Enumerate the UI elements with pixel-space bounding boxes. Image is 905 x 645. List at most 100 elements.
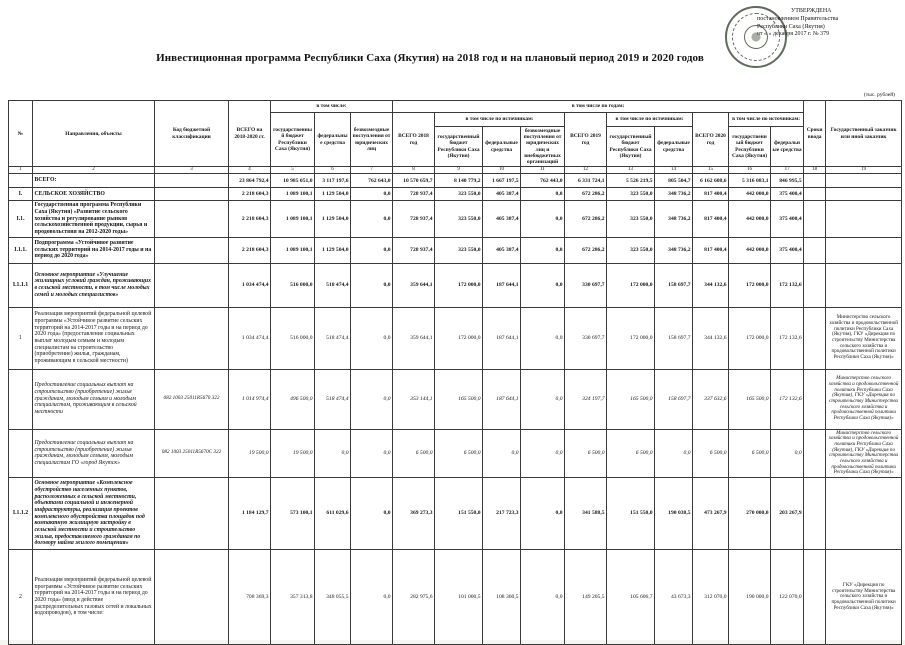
row-title: Реализация мероприятий федеральной целев… xyxy=(32,549,155,645)
table-row: Предоставление социальных выплат на стро… xyxy=(8,428,903,479)
amount-cell: 846 995,5 xyxy=(770,173,805,189)
terms-cell xyxy=(803,368,827,430)
amount-cell: 375 400,4 xyxy=(770,200,805,238)
amount-cell: 172 000,0 xyxy=(606,306,656,370)
amount-cell: 473 267,9 xyxy=(692,477,730,551)
stamp-line: постановлением Правительства xyxy=(757,15,839,22)
amount-cell: 187 644,1 xyxy=(482,306,522,370)
amount-cell: 10 570 659,7 xyxy=(392,173,436,189)
document-title: Инвестиционная программа Республики Саха… xyxy=(156,52,704,64)
terms-cell xyxy=(803,200,827,238)
col-header-terms: Сроки ввода xyxy=(803,99,827,168)
amount-cell: 496 500,0 xyxy=(270,368,315,430)
col-header-grants: безвозмездные поступления от юридических… xyxy=(349,111,394,168)
table-header: № Направления, объекты Код бюджетной кла… xyxy=(8,99,903,175)
amount-cell: 405 387,4 xyxy=(482,200,522,238)
col-number: 18 xyxy=(803,166,827,175)
amount-cell: 353 144,1 xyxy=(392,368,436,430)
customer-cell xyxy=(825,236,903,264)
amount-cell: 270 000,0 xyxy=(728,477,772,551)
amount-cell: 405 387,4 xyxy=(482,187,522,202)
amount-cell: 323 550,0 xyxy=(606,200,656,238)
table-row: Предоставление социальных выплат на стро… xyxy=(8,368,903,430)
amount-cell: 6 500,0 xyxy=(728,428,772,479)
amount-cell: 1 034 474,4 xyxy=(228,306,271,370)
amount-cell: 282 975,6 xyxy=(392,549,436,645)
col-header-federal-2018: федеральные средства xyxy=(482,125,522,168)
row-title: Предоставление социальных выплат на стро… xyxy=(32,428,155,479)
customer-cell: Министерство сельского хозяйства и продо… xyxy=(825,306,903,370)
amount-cell: 0,0 xyxy=(349,236,394,264)
amount-cell: 359 644,1 xyxy=(392,262,436,308)
col-number: 19 xyxy=(825,166,903,175)
amount-cell: 1 089 100,1 xyxy=(270,200,315,238)
col-header-state-budget-2018: государственный бюджет Республики Саха (… xyxy=(434,125,484,168)
budget-code xyxy=(154,262,229,308)
amount-cell: 172 000,0 xyxy=(728,306,772,370)
col-header-federal: федеральные средства xyxy=(314,111,351,168)
col-header-federal-2019: федеральные средства xyxy=(654,125,694,168)
amount-cell: 0,0 xyxy=(520,477,566,551)
amount-cell: 573 100,1 xyxy=(270,477,315,551)
amount-cell: 172 000,0 xyxy=(606,262,656,308)
col-number: 13 xyxy=(606,166,656,175)
amount-cell: 6 500,0 xyxy=(606,428,656,479)
row-number: 1 xyxy=(8,306,33,370)
amount-cell: 190 000,0 xyxy=(728,549,772,645)
stamp-line: Республики Саха (Якутия) xyxy=(757,23,825,30)
row-number: I. xyxy=(8,187,33,202)
terms-cell xyxy=(803,173,827,189)
col-header-state-budget: государственный бюджет Республики Саха (… xyxy=(270,111,315,168)
amount-cell: 442 000,0 xyxy=(728,187,772,202)
customer-cell xyxy=(825,477,903,551)
amount-cell: 728 937,4 xyxy=(392,200,436,238)
col-number: 1 xyxy=(8,166,33,175)
amount-cell: 330 697,7 xyxy=(564,262,608,308)
table-row: ВСЕГО: 23 864 792,4 10 985 051,0 3 117 197,… xyxy=(8,173,903,189)
col-number: 6 xyxy=(314,166,351,175)
amount-cell: 728 937,4 xyxy=(392,187,436,202)
amount-cell: 2 218 604,3 xyxy=(228,200,271,238)
terms-cell xyxy=(803,428,827,479)
amount-cell: 672 286,2 xyxy=(564,187,608,202)
amount-cell: 23 864 792,4 xyxy=(228,173,271,189)
amount-cell: 369 273,3 xyxy=(392,477,436,551)
amount-cell: 312 070,0 xyxy=(692,549,730,645)
col-header-total: ВСЕГО на 2018-2020 гг. xyxy=(228,99,271,168)
row-title: Реализация мероприятий федеральной целев… xyxy=(32,306,155,370)
amount-cell: 172 000,0 xyxy=(434,262,484,308)
amount-cell: 43 673,3 xyxy=(654,549,694,645)
amount-cell: 172 132,6 xyxy=(770,368,805,430)
amount-cell: 0,0 xyxy=(520,428,566,479)
amount-cell: 1 129 504,0 xyxy=(314,187,351,202)
amount-cell: 516 000,0 xyxy=(270,262,315,308)
group-header-by-sources-2018: в том числе по источникам: xyxy=(434,112,566,127)
amount-cell: 0,0 xyxy=(520,549,566,645)
amount-cell: 817 400,4 xyxy=(692,200,730,238)
col-number: 2 xyxy=(32,166,155,175)
terms-cell xyxy=(803,477,827,551)
amount-cell: 0,0 xyxy=(520,200,566,238)
customer-cell: ГКУ «Дирекция по строительству Министерс… xyxy=(825,549,903,645)
amount-cell: 708 369,3 xyxy=(228,549,271,645)
row-title: СЕЛЬСКОЕ ХОЗЯЙСТВО xyxy=(32,187,155,202)
amount-cell: 1 089 100,1 xyxy=(270,187,315,202)
col-number: 10 xyxy=(482,166,522,175)
amount-cell: 151 550,0 xyxy=(606,477,656,551)
amount-cell: 1 129 504,0 xyxy=(314,200,351,238)
terms-cell xyxy=(803,187,827,202)
budget-code xyxy=(154,200,229,238)
amount-cell: 323 550,0 xyxy=(606,236,656,264)
col-header-customer: Государственный заказчик или иной заказч… xyxy=(825,99,903,168)
amount-cell: 6 500,0 xyxy=(564,428,608,479)
amount-cell: 1 089 100,1 xyxy=(270,236,315,264)
amount-cell: 0,0 xyxy=(349,200,394,238)
amount-cell: 405 387,4 xyxy=(482,236,522,264)
amount-cell: 762 643,0 xyxy=(349,173,394,189)
amount-cell: 1 129 504,0 xyxy=(314,236,351,264)
amount-cell: 324 197,7 xyxy=(564,368,608,430)
row-number: I.1.1.2 xyxy=(8,477,33,551)
amount-cell: 122 070,0 xyxy=(770,549,805,645)
amount-cell: 348 736,2 xyxy=(654,187,694,202)
amount-cell: 672 286,2 xyxy=(564,236,608,264)
